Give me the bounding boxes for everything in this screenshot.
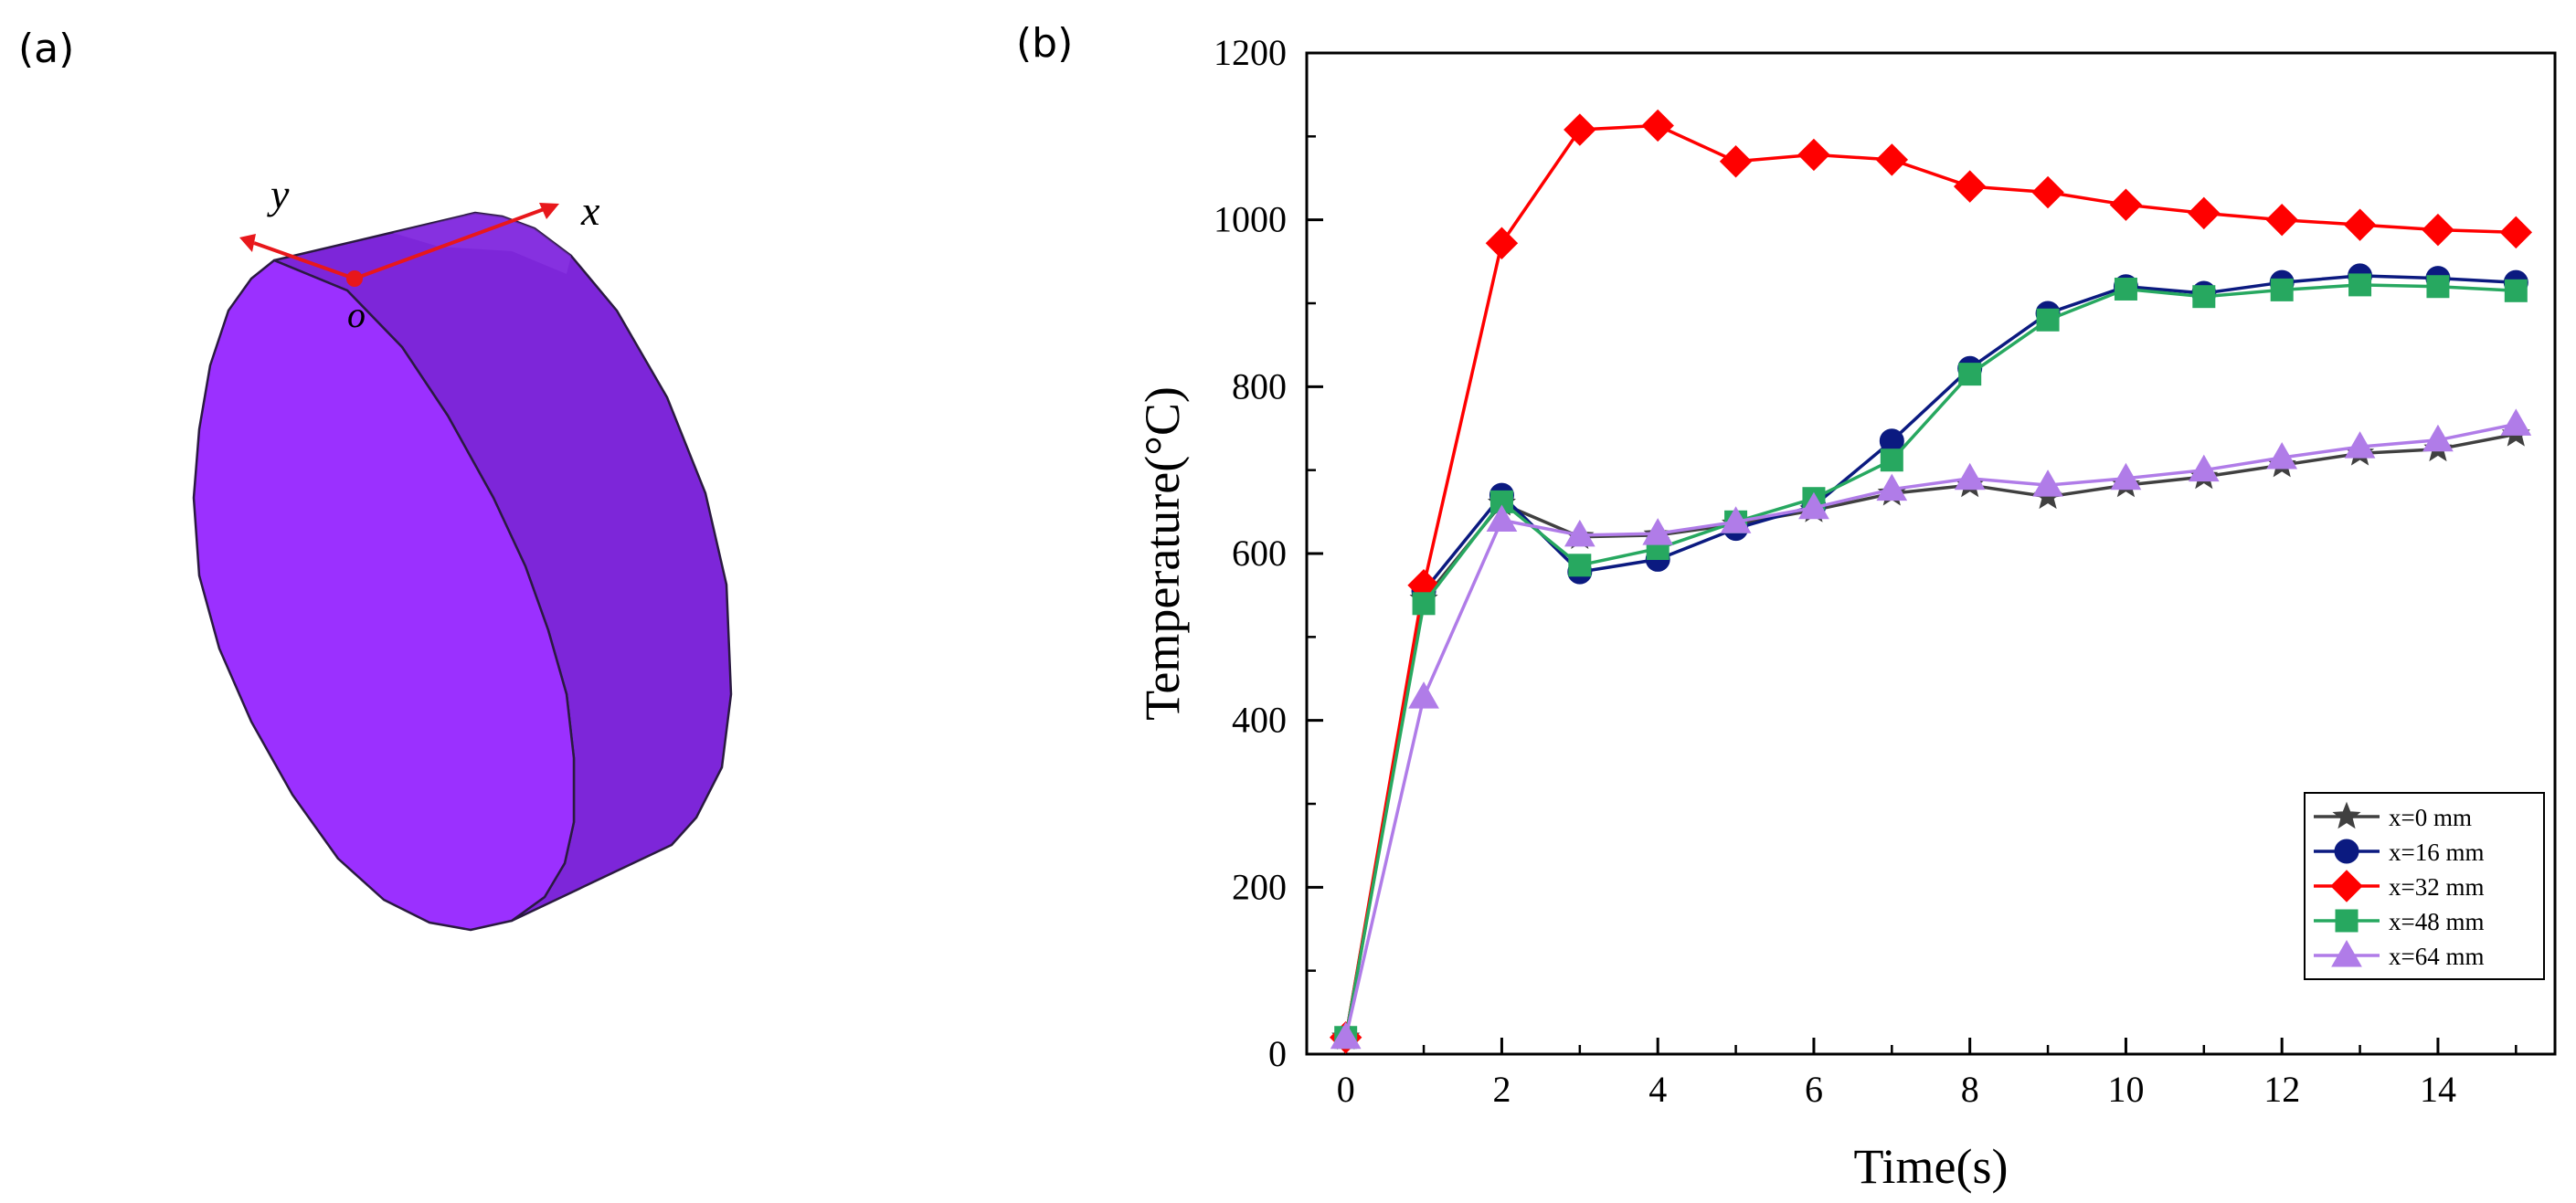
series-line: [1343, 432, 2517, 1039]
data-point: [1958, 363, 1982, 386]
legend-label: x=32 mm: [2389, 873, 2484, 901]
disk-face: [192, 259, 576, 932]
data-point: [1720, 506, 1752, 533]
x-tick-label: 2: [1492, 1069, 1511, 1110]
data-point: [2422, 424, 2454, 452]
panel-b-label: (b): [1016, 20, 1073, 67]
legend-label: x=0 mm: [2389, 804, 2472, 831]
origin-label: o: [347, 294, 366, 335]
legend-marker: [2330, 870, 2363, 902]
y-tick-label: 800: [1232, 365, 1287, 406]
data-point: [2109, 188, 2143, 221]
legend-marker: [2334, 839, 2359, 864]
data-point: [1564, 519, 1595, 547]
data-point: [1954, 462, 1986, 491]
axis-x-label: x: [580, 187, 600, 234]
y-tick-label: 400: [1232, 700, 1287, 741]
data-point: [2032, 470, 2063, 497]
data-point: [1797, 138, 1830, 172]
y-tick-label: 0: [1268, 1033, 1287, 1074]
coordinate-axes: [239, 203, 559, 287]
series-line: [1343, 123, 2517, 1038]
data-point: [1564, 113, 1596, 146]
legend-label: x=16 mm: [2389, 839, 2484, 866]
data-point: [2031, 175, 2064, 209]
data-point: [1880, 448, 1903, 472]
y-ticks: 0 200 400 600 800 1000 1200: [1214, 32, 1323, 1074]
data-point: [1876, 473, 1908, 501]
data-point: [1719, 145, 1753, 178]
data-point: [1412, 592, 1436, 616]
data-point: [1642, 518, 1674, 545]
data-point: [2499, 216, 2533, 249]
data-point: [2265, 203, 2298, 237]
y-tick-label: 1200: [1214, 32, 1287, 73]
axis-y-label: y: [267, 171, 290, 217]
data-point: [1568, 554, 1592, 577]
y-axis-arrowhead: [239, 234, 256, 252]
data-point: [1485, 227, 1519, 259]
panel-b: (b) 0 200 400 600 800 1000 1200 0 2 4 6 8 10 12 14 Ti…: [1016, 20, 2557, 1194]
data-point: [1330, 1021, 1362, 1050]
x-axis-arrow-line: [354, 206, 547, 280]
series-group: [1329, 109, 2533, 1054]
legend-marker: [2335, 909, 2359, 933]
data-point: [2344, 431, 2376, 459]
data-point: [2422, 213, 2454, 247]
legend-label: x=48 mm: [2389, 908, 2484, 935]
x-tick-label: 14: [2420, 1069, 2456, 1110]
y-tick-label: 1000: [1214, 199, 1287, 240]
data-point: [2343, 208, 2377, 241]
chart: 0 200 400 600 800 1000 1200 0 2 4 6 8 10 12 14 Time(s…: [1135, 32, 2557, 1194]
x-tick-label: 6: [1805, 1069, 1823, 1110]
data-point: [2426, 275, 2450, 299]
x-tick-label: 10: [2107, 1069, 2144, 1110]
data-point: [2266, 441, 2298, 470]
legend-label: x=64 mm: [2389, 943, 2484, 970]
data-point: [1875, 143, 1909, 176]
y-axis-arrow-line: [253, 241, 355, 280]
y-axis-label: Temperature(°C): [1135, 386, 1190, 721]
data-point: [2110, 462, 2142, 491]
data-point: [2500, 408, 2532, 436]
panel-a-label: (a): [18, 26, 74, 72]
x-tick-label: 8: [1961, 1069, 1979, 1110]
series-line: [1343, 422, 2517, 1039]
origin-point: [346, 270, 363, 287]
data-point: [2114, 277, 2137, 301]
x-tick-label: 0: [1337, 1069, 1355, 1110]
x-axis-arrowhead: [539, 203, 559, 219]
x-tick-label: 4: [1648, 1069, 1667, 1110]
data-point: [1408, 681, 1439, 709]
data-point: [2504, 279, 2528, 302]
series-x-32-mm: [1329, 109, 2533, 1054]
data-point: [1641, 109, 1674, 142]
series-line: [1343, 283, 2517, 1039]
legend: x=0 mm x=16 mm x=32 mm x=48 mm x=64 mm: [2304, 792, 2545, 980]
data-point: [2192, 285, 2216, 309]
series-x-64-mm: [1330, 408, 2532, 1050]
panel-a: (a) x y o: [18, 26, 733, 932]
legend-marker: [2331, 939, 2362, 967]
data-point: [2348, 273, 2372, 297]
x-axis-label: Time(s): [1853, 1139, 2008, 1194]
data-point: [2188, 454, 2220, 482]
data-point: [1953, 170, 1987, 203]
disk-side-highlight: [393, 213, 571, 274]
legend-marker: [2332, 801, 2361, 829]
data-point: [2270, 278, 2294, 301]
x-ticks: 0 2 4 6 8 10 12 14: [1337, 1038, 2518, 1110]
y-tick-label: 200: [1232, 866, 1287, 907]
data-point: [1798, 491, 1829, 520]
data-point: [1486, 504, 1518, 532]
x-tick-label: 12: [2263, 1069, 2300, 1110]
data-point: [2036, 308, 2060, 332]
data-point: [2188, 196, 2221, 230]
y-tick-label: 600: [1232, 533, 1287, 574]
